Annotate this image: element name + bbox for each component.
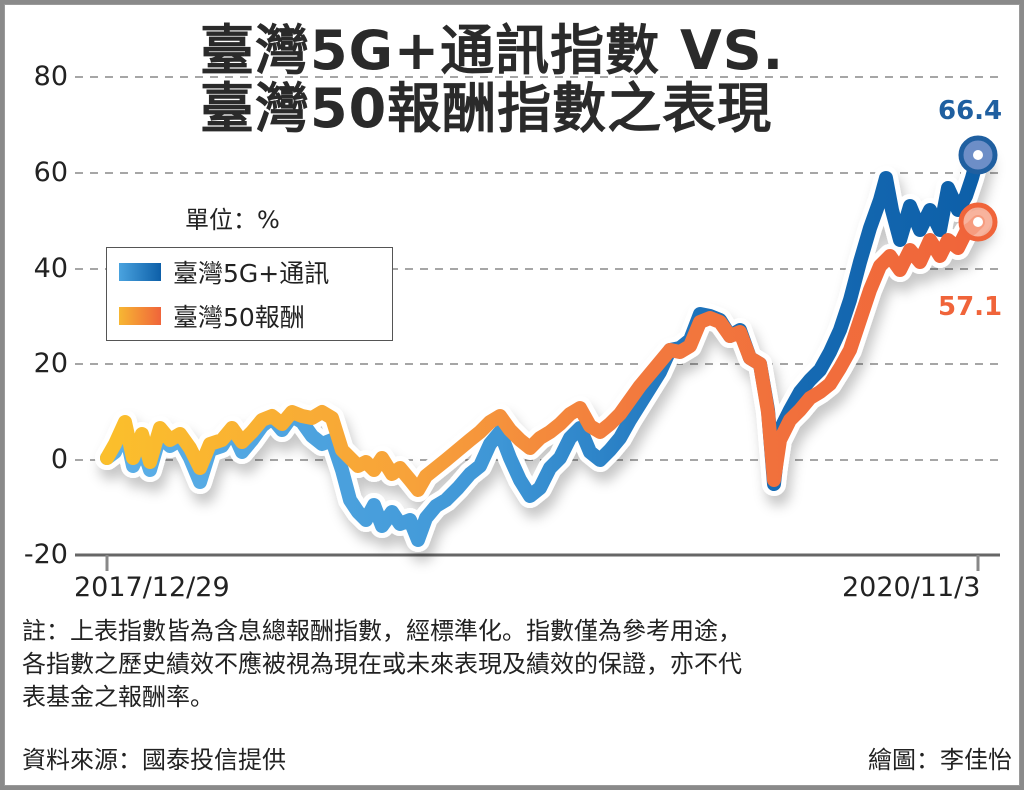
title-line-2: 臺灣50報酬指數之表現 — [200, 77, 773, 140]
legend-label: 臺灣50報酬 — [173, 303, 305, 332]
y-tick-80: 80 — [33, 61, 68, 92]
legend: 臺灣5G+通訊 臺灣50報酬 — [106, 247, 393, 341]
legend-item-taiwan50: 臺灣50報酬 — [119, 296, 305, 336]
end-marker-5g — [958, 135, 998, 175]
chart-frame — [4, 4, 1020, 786]
unit-label: 單位：% — [185, 206, 280, 234]
x-label-end: 2020/11/3 — [842, 572, 981, 603]
graphic-credit: 繪圖：李佳怡 — [868, 746, 1012, 774]
footnote: 註：上表指數皆為含息總報酬指數，經標準化。指數僅為參考用途， 各指數之歷史績效不… — [22, 615, 1012, 714]
end-value-taiwan50: 57.1 — [938, 292, 1003, 322]
x-label-start: 2017/12/29 — [74, 572, 230, 603]
y-tick-60: 60 — [33, 157, 68, 188]
legend-item-5g: 臺灣5G+通訊 — [119, 252, 329, 292]
legend-label: 臺灣5G+通訊 — [173, 259, 330, 288]
legend-swatch-orange — [119, 307, 161, 325]
chart-title: 臺灣5G+通訊指數 VS. 臺灣50報酬指數之表現 — [200, 22, 900, 138]
footnote-line-2: 各指數之歷史績效不應被視為現在或未來表現及績效的保證，亦不代 — [22, 650, 742, 678]
y-tick-20: 20 — [33, 348, 68, 379]
y-tick-minus-20: -20 — [23, 539, 68, 570]
end-value-5g: 66.4 — [938, 96, 1003, 126]
y-tick-40: 40 — [33, 253, 68, 284]
legend-swatch-blue — [119, 263, 161, 281]
data-source: 資料來源：國泰投信提供 — [22, 746, 286, 774]
footnote-line-1: 註：上表指數皆為含息總報酬指數，經標準化。指數僅為參考用途， — [22, 617, 742, 645]
y-tick-0: 0 — [50, 444, 68, 475]
footnote-line-3: 表基金之報酬率。 — [22, 683, 214, 711]
title-line-1: 臺灣5G+通訊指數 VS. — [200, 19, 785, 82]
series-taiwan50 — [100, 215, 985, 497]
end-marker-taiwan50 — [958, 202, 998, 242]
